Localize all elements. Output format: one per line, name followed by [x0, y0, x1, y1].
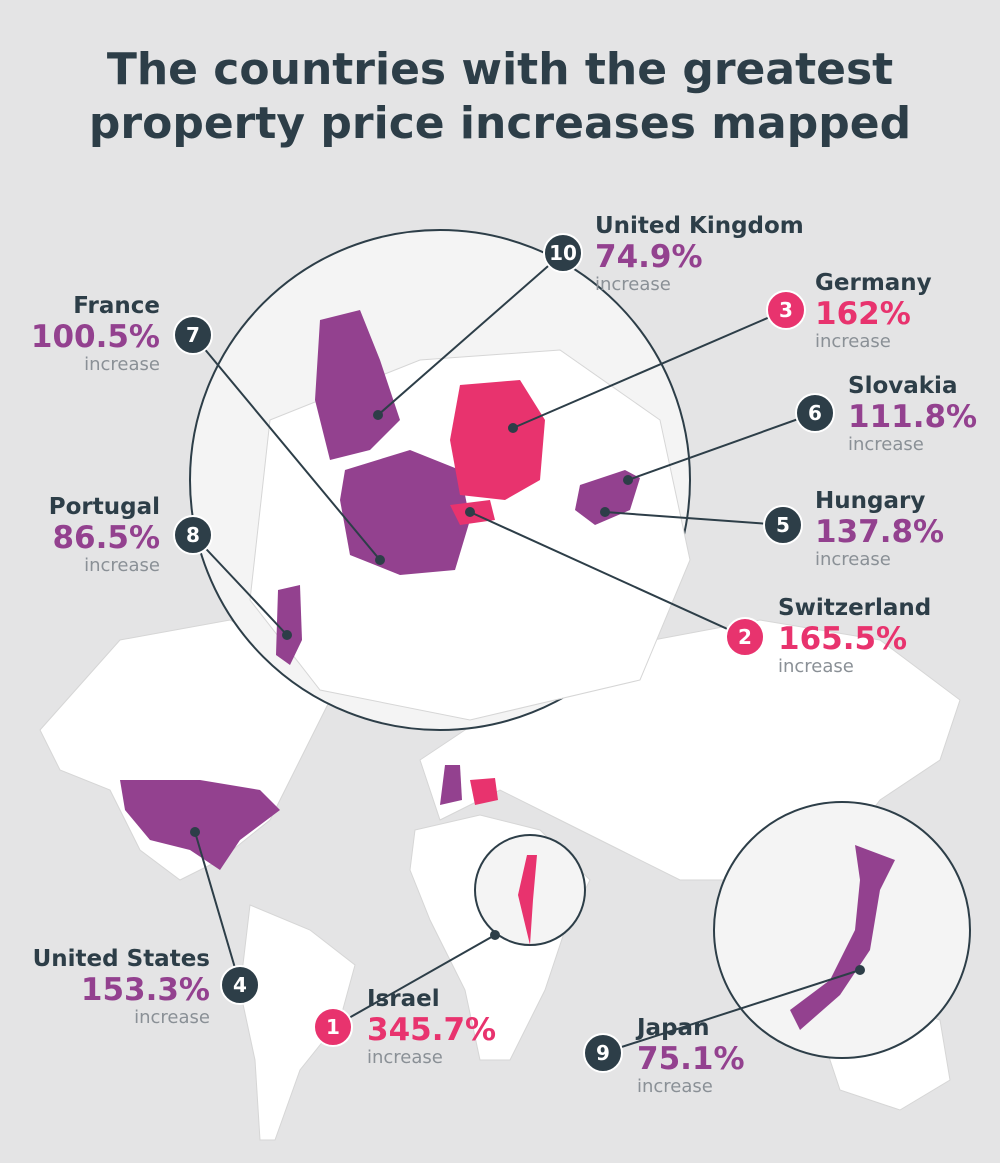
increase-value: 162% — [815, 296, 911, 332]
increase-note: increase — [778, 656, 854, 677]
rank-number: 5 — [776, 513, 790, 537]
increase-value: 100.5% — [31, 319, 160, 355]
leader-end — [508, 423, 518, 433]
france-shape — [340, 450, 470, 575]
leader-line — [194, 831, 241, 986]
rank-badge — [173, 315, 213, 355]
leader-end — [855, 965, 865, 975]
title-line: The countries with the greatest — [107, 44, 893, 95]
leader-end — [490, 930, 500, 940]
increase-value: 86.5% — [52, 520, 160, 556]
rank-badge — [220, 965, 260, 1005]
europe-zoom — [189, 229, 691, 731]
leader-end — [375, 555, 385, 565]
increase-note: increase — [84, 354, 160, 375]
country-name: United States — [33, 946, 210, 972]
uk-shape — [315, 310, 400, 460]
title-line: property price increases mapped — [89, 98, 911, 149]
leader-line — [512, 309, 787, 429]
rank-badge — [173, 515, 213, 555]
country-name: Japan — [635, 1015, 709, 1041]
country-name: France — [73, 293, 160, 319]
increase-value: 75.1% — [637, 1041, 745, 1077]
leader-line — [332, 934, 496, 1028]
country-name: Hungary — [815, 488, 925, 514]
rank-number: 3 — [779, 298, 793, 322]
leader-line — [192, 534, 288, 636]
rank-badge — [583, 1033, 623, 1073]
leader-end — [190, 827, 200, 837]
rank-number: 9 — [596, 1041, 610, 1065]
increase-note: increase — [134, 1007, 210, 1028]
country-name: Slovakia — [848, 373, 957, 399]
usa-shape — [120, 780, 280, 870]
increase-note: increase — [815, 331, 891, 352]
increase-note: increase — [848, 434, 924, 455]
rank-badge — [763, 505, 803, 545]
leader-line — [627, 412, 816, 481]
leader-line — [469, 511, 746, 638]
rank-number: 7 — [186, 323, 200, 347]
portugal-shape — [276, 585, 302, 665]
rank-badge — [795, 393, 835, 433]
rank-number: 6 — [808, 401, 822, 425]
rank-number: 8 — [186, 523, 200, 547]
rank-badge — [313, 1007, 353, 1047]
leader-end — [373, 410, 383, 420]
country-name: United Kingdom — [595, 213, 804, 239]
increase-note: increase — [84, 555, 160, 576]
leader-end — [465, 507, 475, 517]
israel-zoom — [474, 834, 586, 946]
country-name: Germany — [815, 270, 932, 296]
rank-number: 1 — [326, 1015, 340, 1039]
germany-shape — [450, 380, 545, 500]
increase-value: 345.7% — [367, 1012, 496, 1048]
leader-end — [623, 475, 633, 485]
leader-line — [192, 334, 381, 561]
increase-note: increase — [595, 274, 671, 295]
leader-end — [282, 630, 292, 640]
leader-line — [377, 252, 564, 416]
leader-line — [604, 511, 784, 526]
country-name: Israel — [367, 986, 440, 1012]
rank-badge — [543, 233, 583, 273]
rank-number: 2 — [738, 625, 752, 649]
increase-value: 137.8% — [815, 514, 944, 550]
hungary-shape — [575, 470, 640, 525]
leader-end — [600, 507, 610, 517]
increase-value: 165.5% — [778, 621, 907, 657]
increase-value: 153.3% — [81, 972, 210, 1008]
country-name: Switzerland — [778, 595, 931, 621]
leader-line — [602, 969, 861, 1054]
rank-badge — [725, 617, 765, 657]
rank-number: 10 — [549, 241, 577, 265]
rank-number: 4 — [233, 973, 247, 997]
country-name: Portugal — [49, 494, 160, 520]
increase-value: 111.8% — [848, 399, 977, 435]
increase-note: increase — [367, 1047, 443, 1068]
rank-badge — [766, 290, 806, 330]
increase-note: increase — [815, 549, 891, 570]
increase-value: 74.9% — [595, 239, 703, 275]
japan-zoom — [713, 801, 971, 1059]
increase-note: increase — [637, 1076, 713, 1097]
